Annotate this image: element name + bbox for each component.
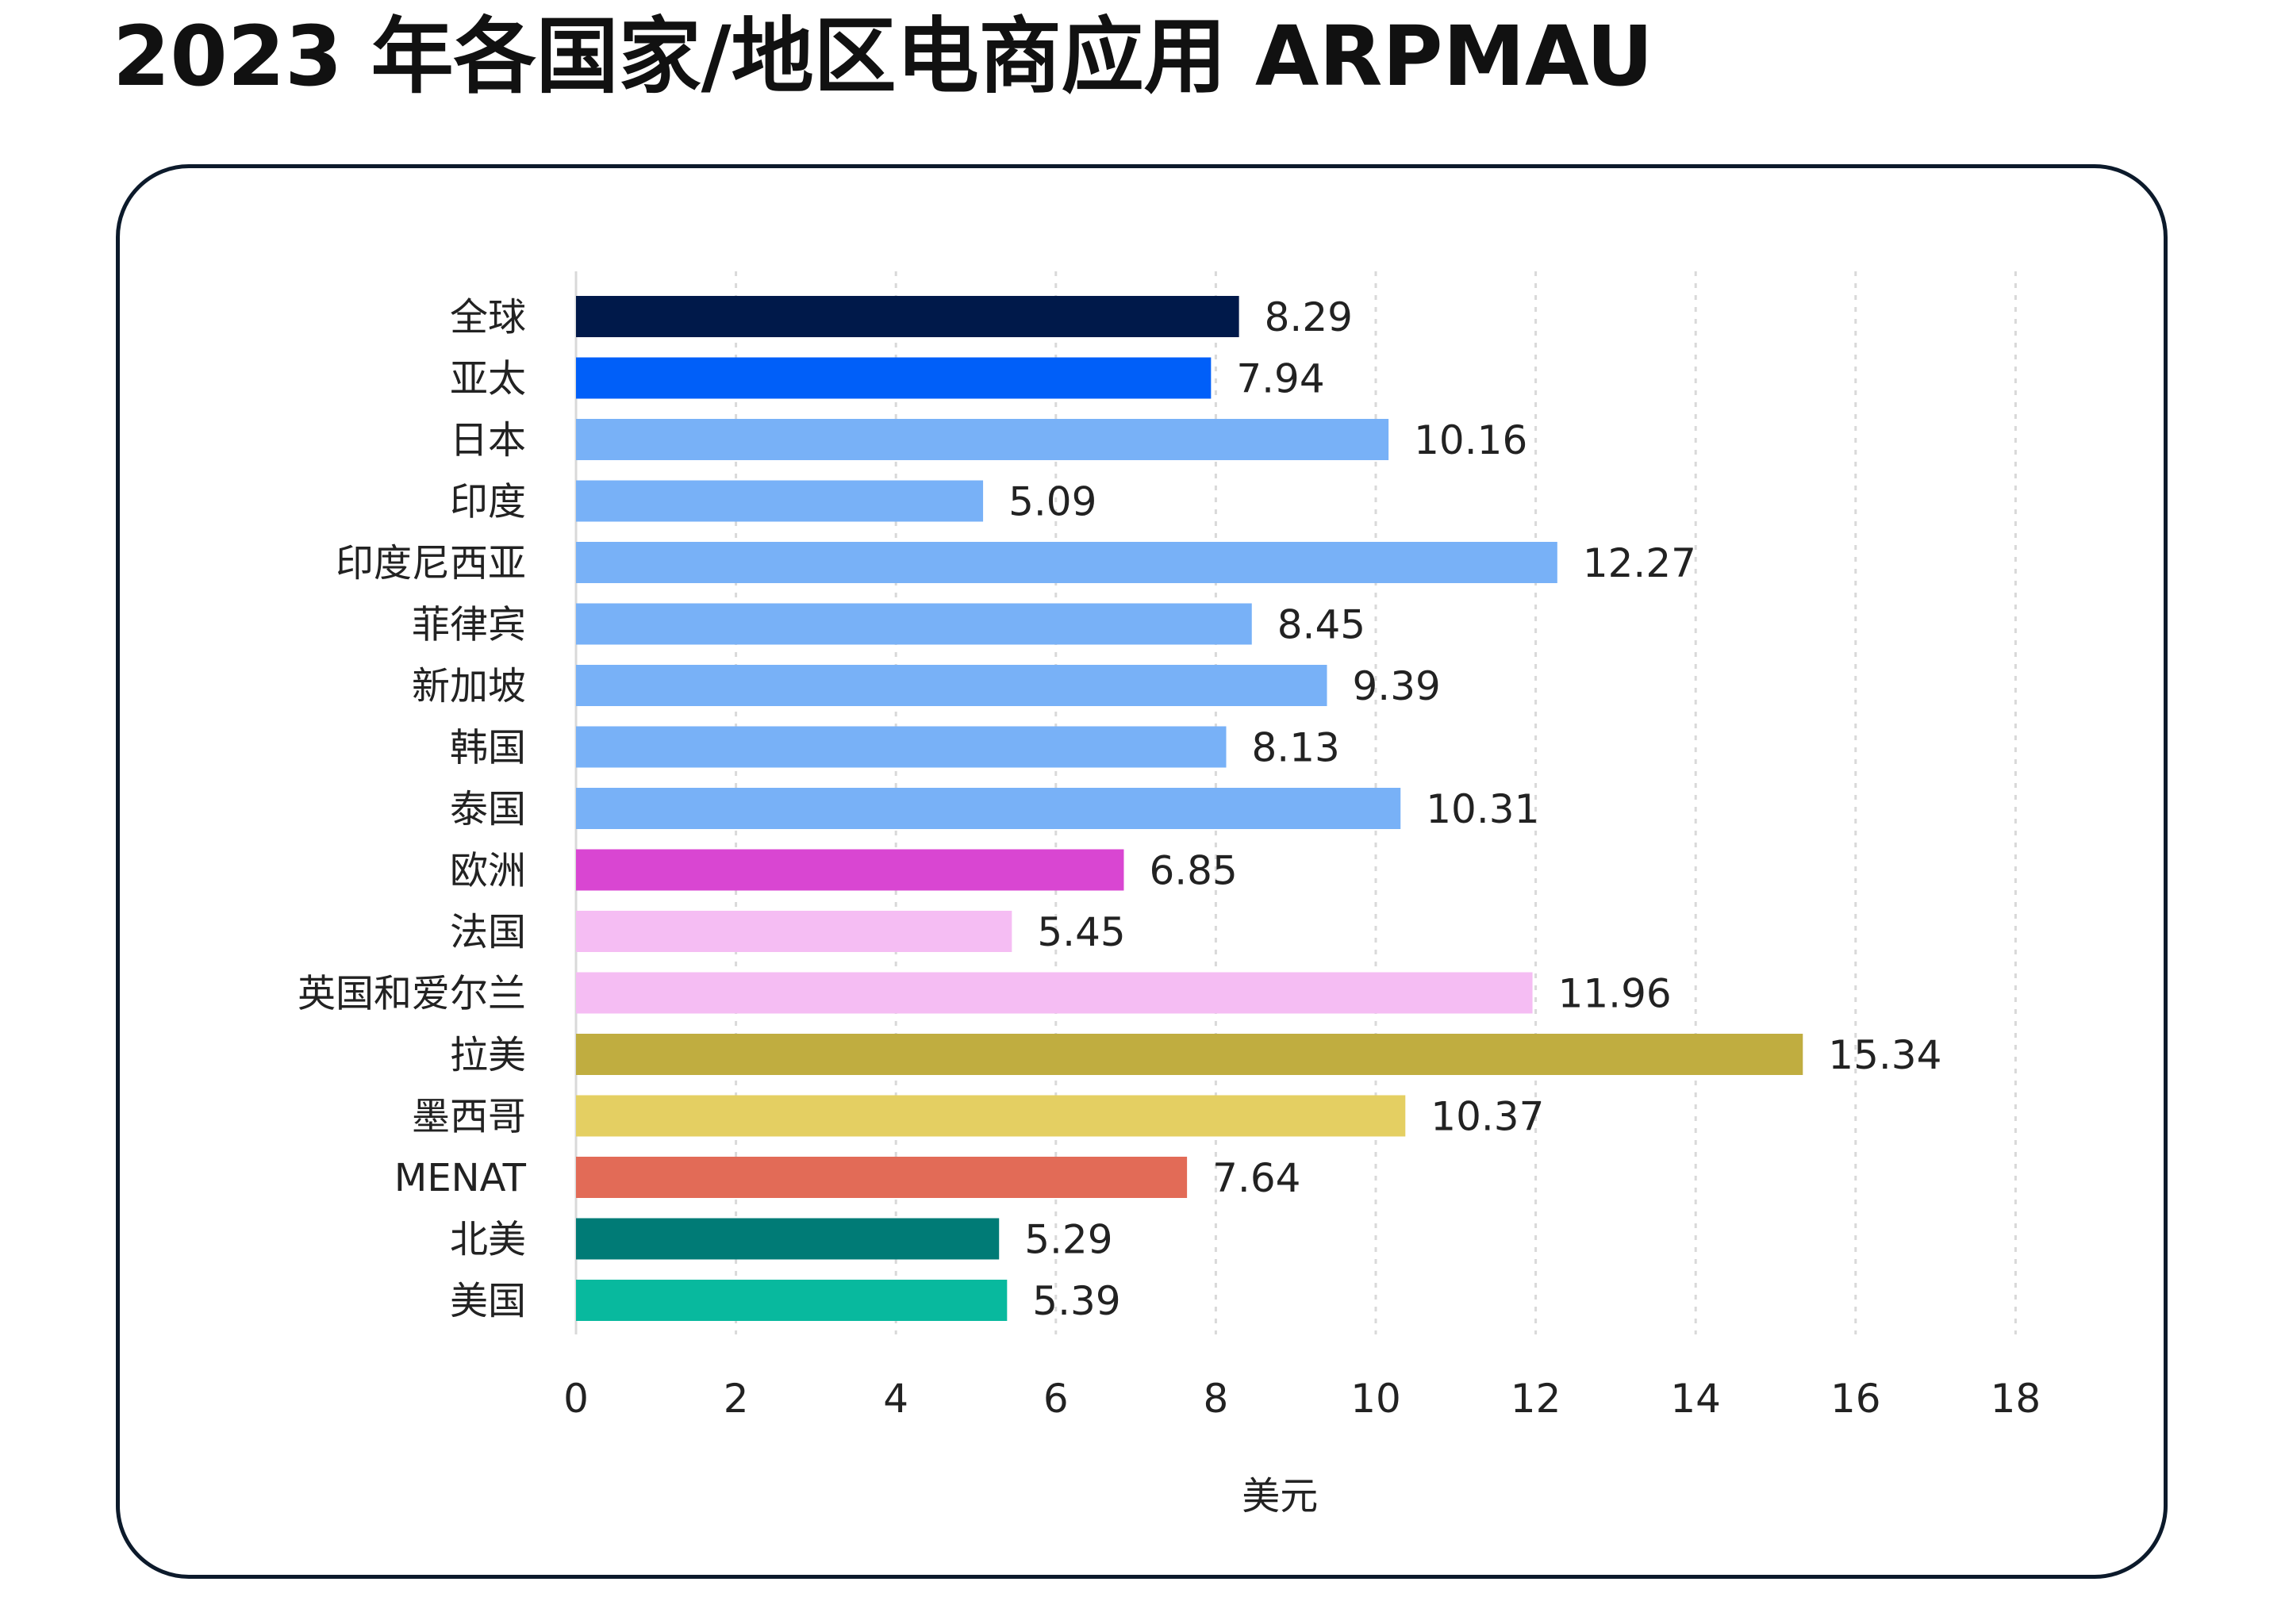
bar xyxy=(576,419,1389,460)
value-label: 5.45 xyxy=(1037,909,1125,955)
bar xyxy=(576,849,1124,891)
value-label: 10.16 xyxy=(1414,417,1527,463)
bar xyxy=(576,726,1227,768)
value-label: 10.31 xyxy=(1426,786,1539,832)
value-label: 7.64 xyxy=(1212,1155,1300,1201)
bar xyxy=(576,911,1012,952)
x-tick-label: 8 xyxy=(1203,1376,1228,1422)
bar xyxy=(576,665,1327,706)
category-label: 美国 xyxy=(450,1279,526,1323)
category-label: 新加坡 xyxy=(412,664,526,708)
value-label: 15.34 xyxy=(1828,1032,1941,1078)
x-tick-label: 18 xyxy=(1991,1376,2041,1422)
x-tick-label: 10 xyxy=(1350,1376,1401,1422)
x-tick-label: 0 xyxy=(563,1376,589,1422)
x-axis-ticks: 0 2 4 6 8 10 12 14 16 18 xyxy=(563,1376,2041,1422)
bars xyxy=(576,296,1803,1321)
category-label: 欧洲 xyxy=(450,849,526,893)
bar xyxy=(576,480,984,522)
x-axis-title: 美元 xyxy=(1242,1474,1318,1518)
x-tick-label: 2 xyxy=(724,1376,749,1422)
x-tick-label: 4 xyxy=(883,1376,908,1422)
category-label: 菲律宾 xyxy=(412,603,526,647)
value-label: 5.09 xyxy=(1008,479,1096,525)
category-label: 日本 xyxy=(450,418,526,463)
value-label: 7.94 xyxy=(1236,356,1324,402)
category-label: MENAT xyxy=(394,1156,527,1200)
category-label: 亚太 xyxy=(450,357,526,401)
category-label: 拉美 xyxy=(450,1033,526,1077)
value-label: 6.85 xyxy=(1149,848,1237,894)
bar xyxy=(576,788,1401,829)
category-label: 全球 xyxy=(450,295,526,340)
x-tick-label: 6 xyxy=(1043,1376,1069,1422)
value-label: 9.39 xyxy=(1353,663,1441,709)
category-label: 法国 xyxy=(450,910,526,954)
bar xyxy=(576,1157,1188,1198)
category-label: 北美 xyxy=(450,1218,526,1262)
category-label: 墨西哥 xyxy=(412,1095,526,1139)
bar xyxy=(576,603,1252,645)
category-label: 英国和爱尔兰 xyxy=(298,972,526,1016)
bar xyxy=(576,1034,1803,1075)
value-label: 8.45 xyxy=(1277,602,1365,648)
category-label: 印度 xyxy=(450,480,526,524)
category-label: 韩国 xyxy=(450,726,526,770)
bar xyxy=(576,1280,1008,1321)
value-label: 5.39 xyxy=(1032,1278,1120,1324)
bar xyxy=(576,972,1533,1014)
x-tick-label: 16 xyxy=(1830,1376,1881,1422)
value-label: 11.96 xyxy=(1558,971,1672,1017)
value-label: 8.29 xyxy=(1265,294,1353,340)
value-label: 5.29 xyxy=(1024,1217,1112,1263)
category-label: 泰国 xyxy=(450,787,526,831)
value-label: 8.13 xyxy=(1252,725,1340,771)
chart-card: 全球亚太日本印度印度尼西亚菲律宾新加坡韩国泰国欧洲法国英国和爱尔兰拉美墨西哥 ME… xyxy=(116,164,2168,1579)
value-label: 10.37 xyxy=(1431,1094,1544,1140)
bar xyxy=(576,1095,1406,1137)
bar xyxy=(576,357,1212,399)
bar xyxy=(576,542,1557,583)
value-label: 12.27 xyxy=(1583,540,1696,586)
category-label: 印度尼西亚 xyxy=(336,541,526,585)
value-labels: 8.29 7.94 10.16 5.09 12.27 8.45 9.39 8.13 10.31 6… xyxy=(1008,294,1941,1324)
bar xyxy=(576,296,1239,337)
x-tick-label: 12 xyxy=(1511,1376,1561,1422)
page-title: 2023 年各国家/地区电商应用 ARPMAU xyxy=(113,8,1653,105)
x-tick-label: 14 xyxy=(1670,1376,1721,1422)
bar xyxy=(576,1218,1000,1260)
